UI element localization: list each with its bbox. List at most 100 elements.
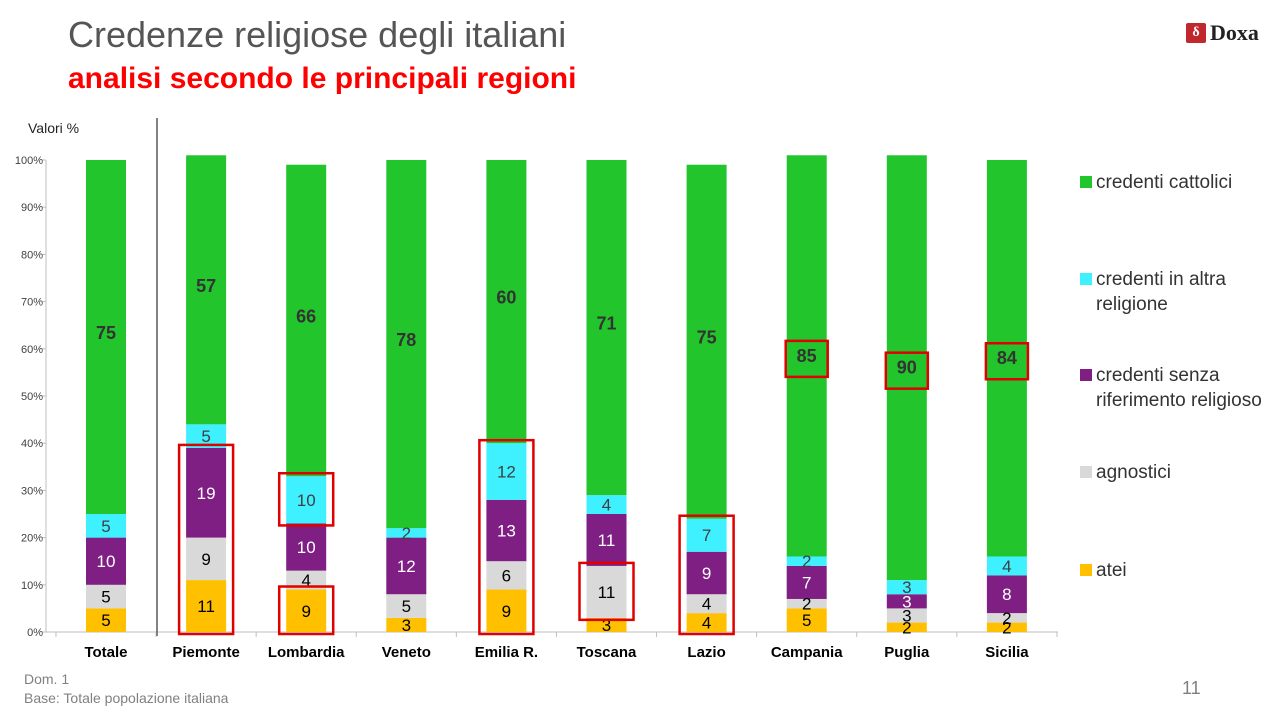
data-label-campania-credenti-in-altra-religione: 2 <box>802 552 811 571</box>
highlight-box-lazio <box>678 514 735 636</box>
data-label-piemonte-atei: 11 <box>197 597 215 616</box>
data-label-veneto-credenti-cattolici: 78 <box>396 330 416 350</box>
x-category-label-puglia: Puglia <box>884 644 930 661</box>
bar-totale-agnostici <box>86 584 126 609</box>
data-label-totale-atei: 5 <box>101 611 110 630</box>
x-category-label-piemonte: Piemonte <box>172 644 240 661</box>
data-label-sicilia-credenti-in-altra-religione: 4 <box>1002 557 1011 576</box>
y-tick-label: 90% <box>21 202 43 214</box>
bar-totale-atei <box>86 608 126 632</box>
y-tick-label: 10% <box>21 580 43 592</box>
bar-emilia-r-agnostici <box>486 561 527 590</box>
data-label-veneto-atei: 3 <box>402 616 411 635</box>
data-label-lombardia-agnostici: 4 <box>301 571 310 590</box>
highlight-box-piemonte <box>177 443 235 636</box>
legend-swatch <box>1080 564 1092 576</box>
bar-totale-credenti-cattolici <box>86 160 126 514</box>
y-tick-label: 20% <box>21 533 43 545</box>
bar-piemonte-atei <box>186 580 227 632</box>
highlight-box-lombardia <box>277 471 335 527</box>
bar-puglia-credenti-senza-riferimento-religioso <box>886 594 927 609</box>
data-label-piemonte-credenti-senza-riferimento-religioso: 19 <box>197 484 216 503</box>
y-tick-label: 30% <box>21 485 43 497</box>
data-label-toscana-agnostici: 11 <box>598 583 616 602</box>
legend-swatch <box>1080 176 1092 188</box>
bar-piemonte-credenti-cattolici <box>186 155 227 425</box>
y-tick-label: 70% <box>21 297 43 309</box>
data-label-lazio-credenti-senza-riferimento-religioso: 9 <box>702 564 711 583</box>
data-label-puglia-credenti-senza-riferimento-religioso: 3 <box>902 592 911 611</box>
bar-puglia-credenti-in-altra-religione <box>886 580 927 595</box>
bar-veneto-credenti-in-altra-religione <box>386 528 427 538</box>
highlight-box-sicilia-label <box>984 341 1030 381</box>
legend-swatch <box>1080 369 1092 381</box>
y-tick-label: 80% <box>21 249 43 261</box>
data-label-emilia-r-credenti-cattolici: 60 <box>496 288 516 308</box>
bar-veneto-agnostici <box>386 594 427 618</box>
bar-lazio-credenti-senza-riferimento-religioso <box>686 551 727 595</box>
data-label-veneto-credenti-in-altra-religione: 2 <box>402 524 411 543</box>
bar-lombardia-credenti-cattolici <box>286 164 327 477</box>
x-category-label-emilia-r: Emilia R. <box>475 644 538 661</box>
bar-emilia-r-atei <box>486 589 527 632</box>
highlight-box-toscana <box>578 561 635 622</box>
data-label-puglia-agnostici: 3 <box>902 606 911 625</box>
bar-lazio-atei <box>686 613 727 632</box>
bar-veneto-credenti-senza-riferimento-religioso <box>386 537 427 595</box>
legend-label: credenti cattolici <box>1096 172 1233 193</box>
page-title: Credenze religiose degli italiani <box>68 14 567 55</box>
legend-item-credenti-senza-riferimento-religioso: credenti senza riferimento religioso <box>1080 363 1266 413</box>
data-label-lombardia-credenti-senza-riferimento-religioso: 10 <box>297 538 316 557</box>
y-tick-label: 40% <box>21 438 43 450</box>
stacked-bar-chart: 0%10%20%30%40%50%60%70%80%90%100%5510575… <box>15 118 1058 661</box>
bar-puglia-agnostici <box>886 608 927 623</box>
x-category-label-campania: Campania <box>771 644 843 661</box>
footnote: Dom. 1 Base: Totale popolazione italiana <box>24 670 228 708</box>
bar-sicilia-agnostici <box>986 613 1027 623</box>
bar-campania-atei <box>786 608 827 632</box>
legend-item-agnostici: agnostici <box>1080 460 1266 485</box>
bar-piemonte-credenti-senza-riferimento-religioso <box>186 447 227 538</box>
data-label-lombardia-atei: 9 <box>301 602 310 621</box>
data-label-campania-agnostici: 2 <box>802 595 811 614</box>
bar-lombardia-credenti-senza-riferimento-religioso <box>286 523 327 571</box>
highlight-box-emilia-r <box>478 438 535 636</box>
data-label-totale-credenti-in-altra-religione: 5 <box>101 517 110 536</box>
doxa-logo: δ Doxa <box>1186 20 1259 46</box>
y-tick-label: 0% <box>27 627 43 639</box>
legend-label: credenti senza riferimento religioso <box>1096 365 1262 411</box>
page-subtitle: analisi secondo le principali regioni <box>68 62 577 95</box>
data-label-lazio-agnostici: 4 <box>702 595 711 614</box>
bar-lombardia-credenti-in-altra-religione <box>286 476 327 524</box>
x-category-label-sicilia: Sicilia <box>985 644 1029 661</box>
data-label-toscana-credenti-senza-riferimento-religioso: 11 <box>598 531 616 550</box>
chart-legend: credenti cattolici credenti in altra reli… <box>1080 0 1275 720</box>
bar-toscana-agnostici <box>586 565 627 618</box>
data-label-veneto-agnostici: 5 <box>402 597 411 616</box>
bar-toscana-credenti-cattolici <box>586 160 627 496</box>
data-label-emilia-r-credenti-senza-riferimento-religioso: 13 <box>497 522 516 541</box>
x-category-label-lazio: Lazio <box>687 644 725 661</box>
bar-sicilia-credenti-cattolici <box>986 160 1027 557</box>
bar-toscana-credenti-in-altra-religione <box>586 495 627 514</box>
data-label-sicilia-atei: 2 <box>1002 618 1011 637</box>
page-number: 11 <box>1182 678 1201 698</box>
x-category-label-veneto: Veneto <box>382 644 431 661</box>
y-tick-label: 50% <box>21 391 43 403</box>
bar-campania-credenti-senza-riferimento-religioso <box>786 565 827 599</box>
bar-lazio-credenti-in-altra-religione <box>686 518 727 552</box>
legend-label: credenti in altra religione <box>1096 269 1226 315</box>
data-label-piemonte-agnostici: 9 <box>201 550 210 569</box>
data-label-campania-credenti-senza-riferimento-religioso: 7 <box>802 573 811 592</box>
data-label-lazio-atei: 4 <box>702 614 711 633</box>
bar-campania-credenti-in-altra-religione <box>786 556 827 566</box>
data-label-emilia-r-atei: 9 <box>502 602 511 621</box>
legend-swatch <box>1080 273 1092 285</box>
bar-emilia-r-credenti-cattolici <box>486 160 527 444</box>
data-label-campania-credenti-cattolici: 85 <box>797 346 817 366</box>
data-label-sicilia-credenti-senza-riferimento-religioso: 8 <box>1002 585 1011 604</box>
data-label-sicilia-agnostici: 2 <box>1002 609 1011 628</box>
bar-puglia-credenti-cattolici <box>886 155 927 581</box>
legend-swatch <box>1080 466 1092 478</box>
bar-emilia-r-credenti-in-altra-religione <box>486 443 527 500</box>
